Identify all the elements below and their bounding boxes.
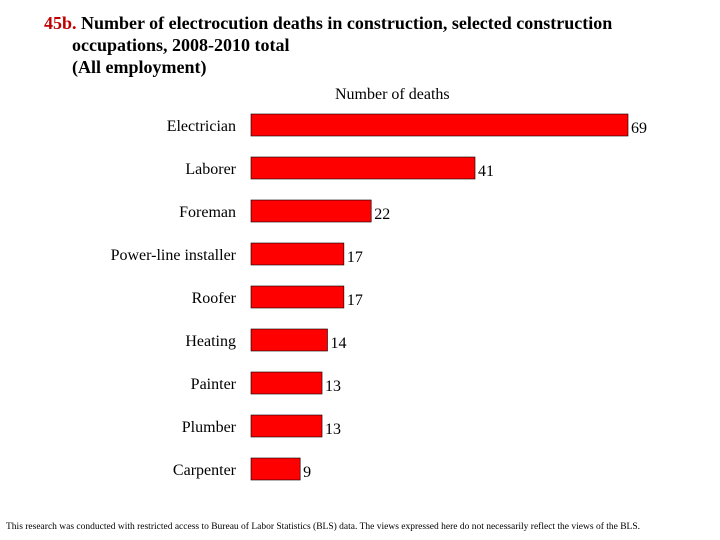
category-label: Power-line installer [111, 247, 237, 264]
bar-roofer [250, 285, 345, 309]
figure-number: 45b. [44, 13, 77, 33]
data-label: 17 [347, 249, 363, 266]
category-label: Roofer [192, 290, 237, 307]
footnote: This research was conducted with restric… [6, 522, 641, 532]
category-label: Foreman [179, 204, 236, 221]
category-label: Carpenter [173, 462, 237, 479]
bar-plumber [250, 414, 323, 438]
bar-carpenter [250, 457, 301, 481]
data-label: 69 [631, 120, 647, 137]
chart-title: 45b. Number of electrocution deaths in c… [44, 12, 612, 78]
title-line-2: occupations, 2008-2010 total [72, 35, 290, 55]
x-axis-title: Number of deaths [335, 86, 450, 103]
bar-electrician [250, 113, 629, 137]
bar-foreman [250, 199, 372, 223]
category-label: Electrician [167, 118, 236, 135]
data-label: 22 [374, 206, 390, 223]
data-label: 41 [478, 163, 494, 180]
category-label: Laborer [185, 161, 236, 178]
category-label: Heating [185, 333, 236, 350]
bar-power-line-installer [250, 242, 345, 266]
category-label: Painter [191, 376, 237, 393]
data-label: 14 [330, 335, 346, 352]
bar-laborer [250, 156, 476, 180]
bar-painter [250, 371, 323, 395]
category-label: Plumber [182, 419, 237, 436]
title-line-1: Number of electrocution deaths in constr… [81, 13, 613, 33]
data-label: 13 [325, 378, 341, 395]
data-label: 9 [303, 464, 311, 481]
data-label: 13 [325, 421, 341, 438]
data-label: 17 [347, 292, 363, 309]
title-line-3: (All employment) [72, 57, 207, 77]
bar-heating [250, 328, 328, 352]
